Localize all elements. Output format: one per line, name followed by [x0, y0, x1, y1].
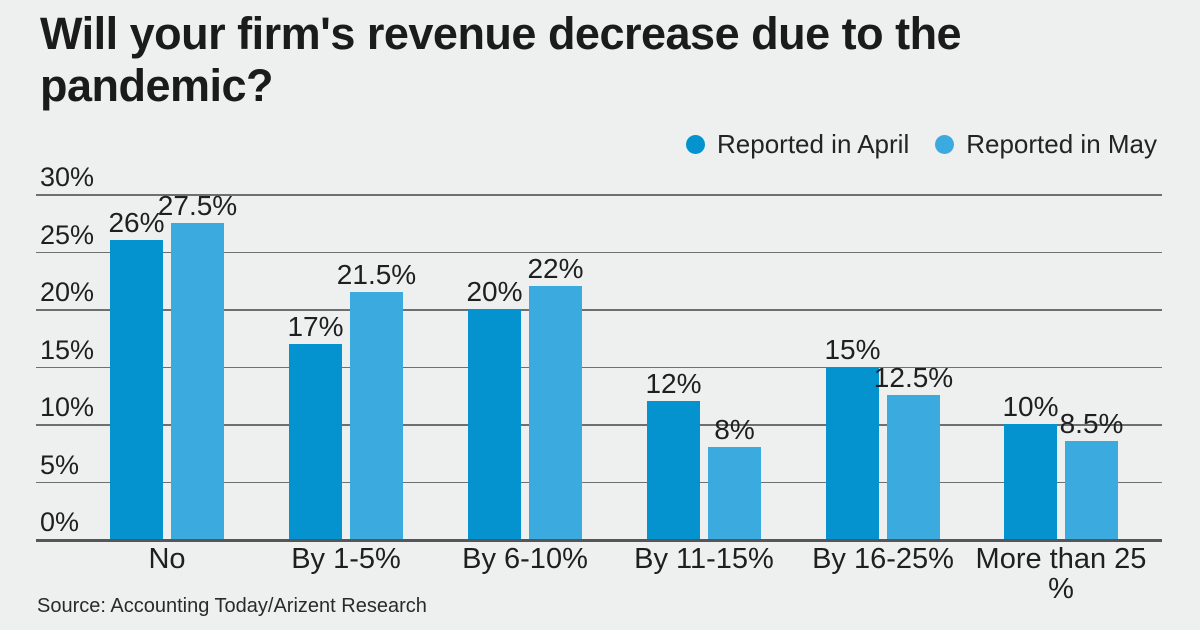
bar-may-4: [708, 447, 761, 539]
x-axis-category-label: By 1-5%: [291, 543, 401, 575]
bar-may-3: [529, 286, 582, 539]
y-axis-tick-label: 20%: [40, 277, 95, 307]
y-axis-tick-label: 30%: [40, 162, 95, 192]
bar-value-label: 8%: [714, 414, 755, 445]
x-axis-category-label: More than 25 %: [975, 543, 1147, 605]
y-axis-tick-label: 0%: [40, 507, 80, 537]
bar-april-4: [647, 401, 700, 539]
x-axis-category-label: By 6-10%: [462, 543, 588, 575]
gridline: [36, 309, 1162, 311]
x-axis-category-label: By 16-25%: [812, 543, 954, 575]
bar-may-6: [1065, 441, 1118, 539]
legend-label-may: Reported in May: [966, 129, 1157, 159]
gridline: [36, 194, 1162, 196]
bar-april-2: [289, 343, 342, 539]
bar-may-5: [887, 395, 940, 539]
bar-value-label: 10%: [1002, 391, 1059, 422]
legend-label-april: Reported in April: [717, 129, 910, 159]
legend-item-reported-in-april: Reported in April: [686, 129, 909, 160]
bar-april-5: [826, 366, 879, 539]
bar-may-2: [350, 291, 403, 539]
x-axis-category-label: No: [148, 543, 186, 575]
gridline: [36, 424, 1162, 426]
bar-may-1: [171, 222, 224, 539]
legend-item-reported-in-may: Reported in May: [935, 129, 1157, 160]
bar-april-1: [110, 240, 163, 539]
gridline: [36, 481, 1162, 483]
bar-value-label: 12.5%: [873, 362, 954, 394]
y-axis-tick-label: 5%: [40, 449, 80, 480]
bar-value-label: 12%: [645, 368, 702, 399]
y-axis-tick-label: 15%: [40, 334, 95, 365]
gridline: [36, 539, 1162, 542]
legend-dot-may-icon: [935, 135, 955, 154]
bar-value-label: 8.5%: [1059, 408, 1124, 440]
bar-value-label: 17%: [287, 310, 344, 342]
bar-april-6: [1004, 424, 1057, 539]
gridline: [36, 251, 1162, 253]
y-axis-tick-label: 10%: [40, 392, 95, 422]
plot-area: 30% 25% 20% 15% 10% 5% 0% 26% 27.5% No 17% 21.5% By …: [36, 162, 1162, 604]
bar-value-label: 20%: [466, 276, 523, 307]
chart-title: Will your firm's revenue decrease due to…: [40, 8, 962, 111]
bar-value-label: 21.5%: [336, 258, 417, 290]
chart-legend: Reported in April Reported in May: [686, 129, 1157, 160]
bar-april-3: [468, 309, 521, 539]
legend-dot-april-icon: [686, 135, 705, 154]
bar-value-label: 27.5%: [157, 189, 238, 221]
bar-value-label: 22%: [527, 253, 584, 284]
bar-value-label: 15%: [824, 333, 881, 365]
bar-value-label: 26%: [108, 207, 165, 238]
y-axis-tick-label: 25%: [40, 219, 95, 250]
x-axis-category-label: By 11-15%: [634, 543, 774, 575]
gridline: [36, 366, 1162, 368]
source-credit: Source: Accounting Today/Arizent Researc…: [37, 595, 427, 617]
